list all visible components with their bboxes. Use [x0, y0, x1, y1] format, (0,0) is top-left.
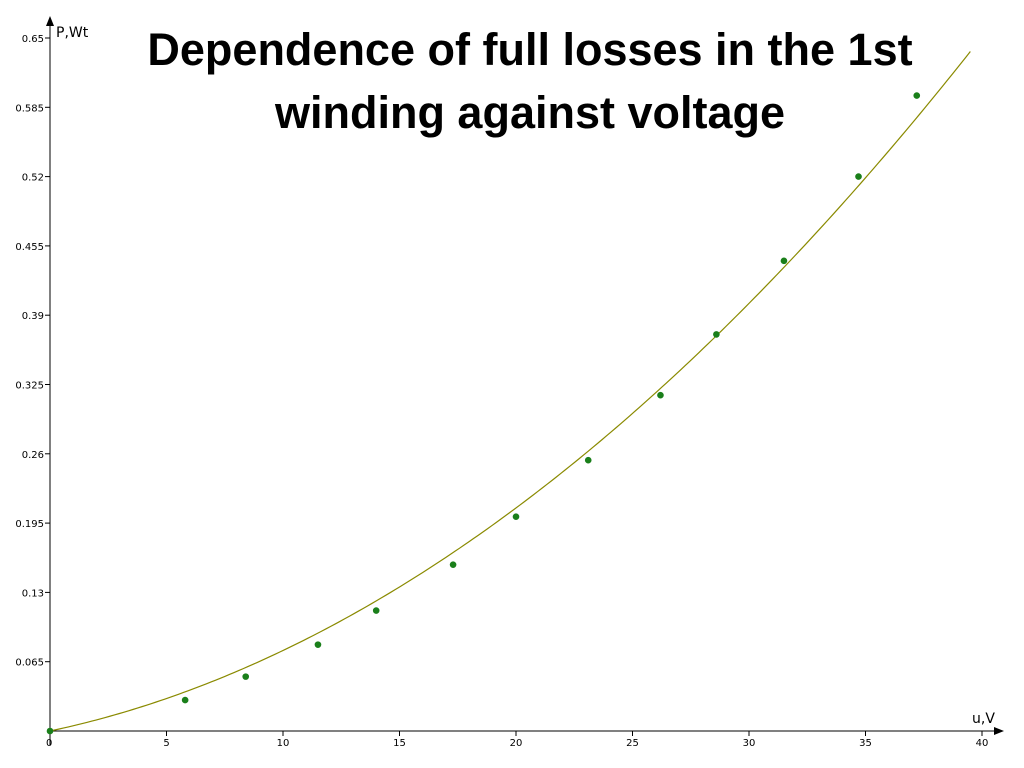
x-axis-arrow [994, 727, 1004, 735]
y-tick-label: 0.65 [22, 34, 44, 45]
x-tick-label: 5 [163, 738, 169, 749]
data-point [242, 673, 250, 680]
data-point [657, 391, 664, 399]
y-tick-label: 0.26 [22, 450, 44, 461]
fit-curve-layer [49, 51, 971, 732]
axes: 5 10 15 20 25 30 35 40 0.065 0.13 0.195 0.26 0.325 0.… [15, 16, 1004, 749]
x-tick-label: 40 [976, 738, 989, 749]
data-point [449, 561, 457, 568]
y-axis-label: P,Wt [56, 25, 89, 41]
data-point [181, 696, 189, 704]
x-tick-label: 20 [510, 738, 523, 749]
x-tick-label: 30 [743, 738, 756, 749]
x-axis-label: u,V [972, 711, 995, 727]
y-tick-label: 0.065 [15, 658, 44, 669]
data-point [46, 727, 54, 735]
origin-label: 0 [46, 738, 52, 749]
x-tick-label: 15 [393, 738, 406, 749]
data-point [512, 513, 520, 521]
y-tick-label: 0.325 [15, 381, 44, 392]
data-point [314, 641, 322, 648]
data-point [855, 173, 862, 180]
y-tick-label: 0.52 [22, 173, 44, 184]
chart-title: Dependence of full losses in the 1st win… [147, 24, 913, 138]
y-tick-label: 0.585 [15, 103, 44, 114]
data-point [913, 92, 921, 99]
y-tick-label: 0.455 [15, 242, 44, 253]
data-point [780, 257, 788, 265]
y-tick-label: 0.13 [22, 588, 44, 599]
data-point [584, 456, 592, 464]
y-axis-arrow [46, 16, 54, 26]
data-points-layer [46, 92, 921, 735]
data-point [713, 331, 720, 338]
y-tick-label: 0.39 [22, 311, 44, 322]
y-tick-label: 0.195 [15, 519, 44, 530]
data-point [372, 607, 380, 614]
x-tick-label: 10 [277, 738, 290, 749]
x-tick-label: 35 [859, 738, 872, 749]
fit-curve [49, 51, 971, 732]
x-tick-label: 25 [626, 738, 639, 749]
